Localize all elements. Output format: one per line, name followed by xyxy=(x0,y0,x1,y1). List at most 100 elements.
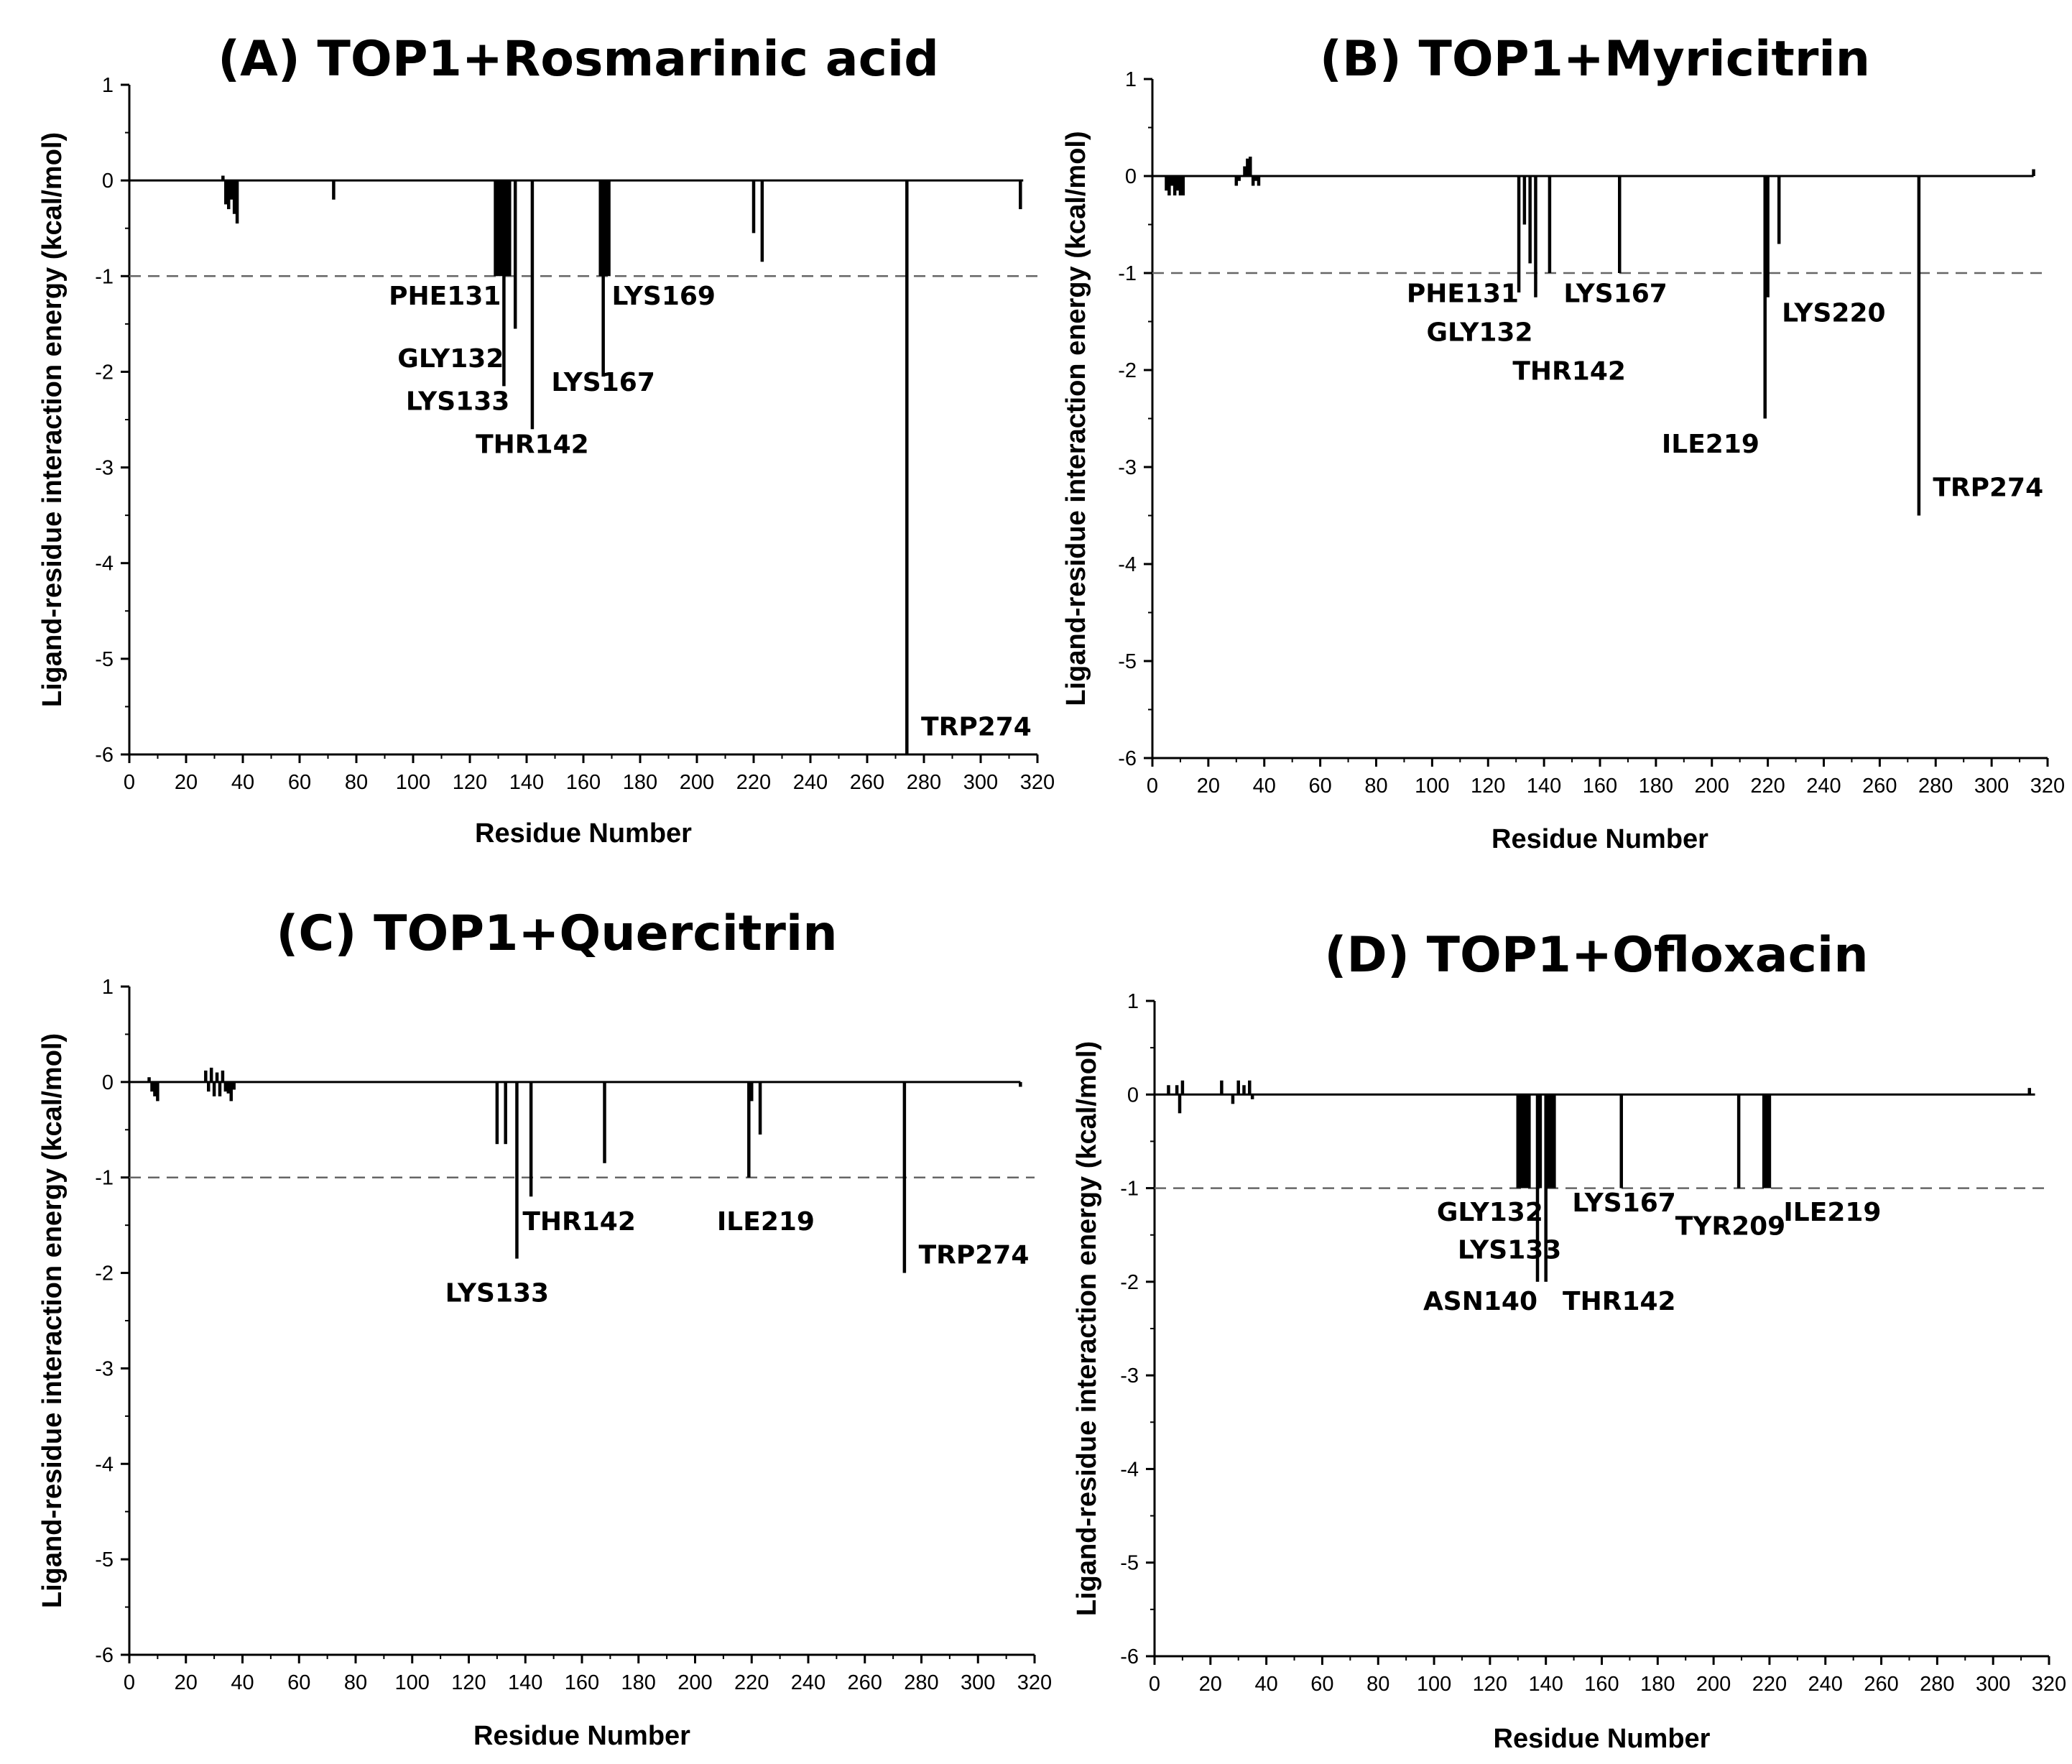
x-tick-label: 40 xyxy=(1253,775,1276,798)
energy-bar xyxy=(153,1081,157,1096)
energy-bar xyxy=(529,1081,533,1197)
energy-bar xyxy=(1544,1094,1548,1282)
energy-bar xyxy=(207,1081,211,1092)
x-tick-label: 180 xyxy=(1640,1673,1675,1696)
energy-bar xyxy=(495,1081,499,1145)
x-tick-label: 320 xyxy=(2030,775,2065,798)
x-tick-label: 280 xyxy=(1918,775,1953,798)
energy-bar xyxy=(1175,1085,1179,1095)
y-tick-label: 0 xyxy=(102,170,114,193)
energy-bar xyxy=(905,180,909,755)
x-tick-label: 220 xyxy=(1750,775,1785,798)
residue-label: ILE219 xyxy=(717,1207,815,1237)
x-tick-label: 260 xyxy=(1862,775,1897,798)
x-tick-label: 100 xyxy=(396,771,430,794)
energy-bar xyxy=(499,180,503,277)
y-tick-label: -3 xyxy=(1120,1364,1139,1387)
x-tick-label: 120 xyxy=(453,771,487,794)
x-tick-label: 300 xyxy=(1974,775,2009,798)
x-tick-label: 80 xyxy=(1364,775,1387,798)
energy-bar xyxy=(1618,176,1622,273)
y-axis-label: Ligand-residue interaction energy (kcal/… xyxy=(1061,131,1091,706)
x-tick-label: 160 xyxy=(1583,775,1617,798)
y-tick-label: -4 xyxy=(1118,553,1137,576)
x-tick-label: 100 xyxy=(1417,1673,1451,1696)
y-tick-label: -6 xyxy=(95,744,114,767)
energy-bar xyxy=(747,1081,751,1178)
x-tick-label: 60 xyxy=(1310,1673,1333,1696)
energy-bar xyxy=(1254,176,1258,181)
panel-title: (B) TOP1+Myricitrin xyxy=(1320,31,1870,88)
energy-bar xyxy=(494,180,497,277)
energy-bar xyxy=(902,1081,907,1273)
y-tick-label: -6 xyxy=(1118,747,1137,770)
energy-bar xyxy=(204,1070,208,1082)
residue-label: LYS167 xyxy=(1563,280,1667,309)
energy-bar xyxy=(1175,176,1180,191)
energy-bar xyxy=(1766,176,1770,297)
residue-label: LYS167 xyxy=(1572,1188,1675,1218)
y-tick-label: -4 xyxy=(95,1453,114,1476)
x-tick-label: 180 xyxy=(623,771,657,794)
x-tick-label: 60 xyxy=(288,771,311,794)
y-tick-label: 1 xyxy=(1125,68,1137,91)
x-axis-label: Residue Number xyxy=(1494,1724,1711,1754)
energy-bar xyxy=(598,180,602,277)
energy-bar xyxy=(1234,176,1239,186)
x-tick-label: 300 xyxy=(963,771,998,794)
energy-bar xyxy=(1251,176,1255,186)
residue-label: THR142 xyxy=(1512,357,1626,387)
y-tick-label: -2 xyxy=(95,361,114,384)
x-axis-label: Residue Number xyxy=(473,1721,690,1751)
energy-bar xyxy=(750,1081,754,1102)
energy-bar xyxy=(224,180,228,205)
energy-bar xyxy=(751,180,756,234)
energy-bar xyxy=(332,180,336,200)
energy-bar xyxy=(1165,176,1168,191)
energy-bar xyxy=(212,1081,216,1096)
x-tick-label: 100 xyxy=(1415,775,1449,798)
energy-bar xyxy=(1180,1080,1185,1095)
x-tick-label: 140 xyxy=(508,1671,542,1694)
energy-bar xyxy=(1777,176,1781,244)
x-tick-label: 0 xyxy=(1147,775,1158,798)
y-axis-label: Ligand-residue interaction energy (kcal/… xyxy=(1072,1041,1102,1616)
energy-bar xyxy=(1534,176,1537,297)
residue-label: TRP274 xyxy=(921,712,1032,742)
x-tick-label: 200 xyxy=(1696,1673,1731,1696)
x-tick-label: 200 xyxy=(680,771,714,794)
y-axis-label: Ligand-residue interaction energy (kcal/… xyxy=(37,1033,68,1608)
energy-bar xyxy=(1547,1094,1550,1188)
x-tick-label: 160 xyxy=(565,1671,599,1694)
energy-bar xyxy=(1019,180,1022,210)
y-axis-label: Ligand-residue interaction energy (kcal/… xyxy=(37,132,68,707)
energy-bar xyxy=(1246,158,1249,176)
energy-bar xyxy=(229,1081,233,1102)
energy-bar xyxy=(496,180,500,277)
x-tick-label: 140 xyxy=(509,771,544,794)
residue-label: LYS133 xyxy=(1458,1235,1561,1265)
energy-bar xyxy=(502,180,506,387)
x-tick-label: 80 xyxy=(345,771,368,794)
energy-bar xyxy=(229,180,233,200)
energy-bar xyxy=(603,1081,606,1163)
x-tick-label: 0 xyxy=(124,1671,135,1694)
x-axis-label: Residue Number xyxy=(475,818,692,849)
energy-bar xyxy=(150,1081,154,1092)
x-tick-label: 40 xyxy=(231,771,254,794)
energy-bar xyxy=(1763,176,1767,419)
x-tick-label: 80 xyxy=(344,1671,367,1694)
residue-label: TRP274 xyxy=(1933,474,2043,503)
energy-bar xyxy=(1250,1094,1254,1099)
energy-bar xyxy=(147,1077,151,1082)
x-tick-label: 40 xyxy=(1254,1673,1277,1696)
energy-bar xyxy=(2027,1088,2032,1095)
energy-bar xyxy=(1249,157,1252,176)
energy-bar xyxy=(604,180,608,277)
residue-label: LYS133 xyxy=(406,387,509,417)
energy-bar xyxy=(1248,1080,1252,1095)
residue-label: ILE219 xyxy=(1662,430,1759,459)
y-tick-label: -3 xyxy=(95,1357,114,1380)
energy-bar xyxy=(505,180,509,277)
